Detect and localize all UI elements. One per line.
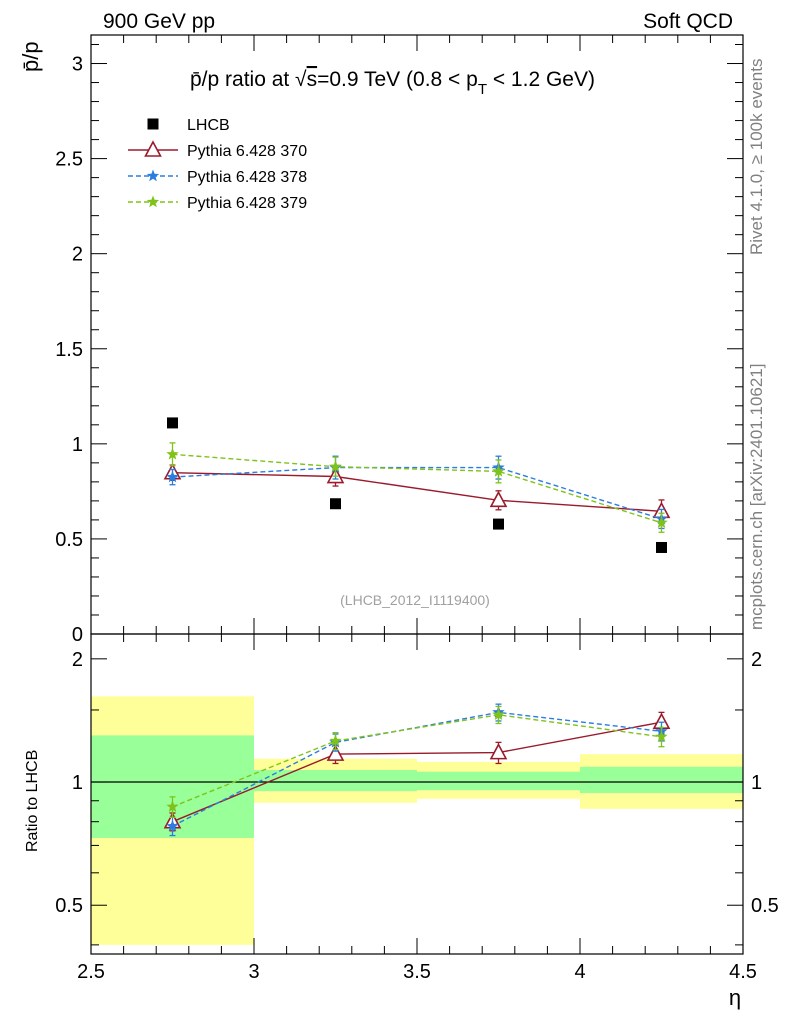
ratio-line-mc379 xyxy=(172,714,662,808)
main-line-mc378 xyxy=(172,466,662,520)
ratio-point-mc379 xyxy=(329,734,342,747)
ratio-point-mc379 xyxy=(655,730,668,742)
header-right: Soft QCD xyxy=(643,10,733,33)
ratio-ytick-label-right: 0.5 xyxy=(751,895,779,917)
legend-marker-data xyxy=(147,118,159,130)
chart-title: p̄/p ratio at √s=0.9 TeV (0.8 < pT < 1.2… xyxy=(190,68,595,98)
legend-label-mc378: Pythia 6.428 378 xyxy=(187,169,307,186)
ratio-point-mc370 xyxy=(489,742,508,760)
ratio-ytick-label-right: 1 xyxy=(751,772,762,794)
x-tick-label: 4.5 xyxy=(729,961,757,983)
main-ytick-label: 1 xyxy=(72,434,83,456)
main-ytick-label: 2 xyxy=(72,244,83,266)
ratio-point-mc379 xyxy=(166,800,179,812)
main-ytick-label: 0.5 xyxy=(55,529,83,551)
ratio-ytick-label: 2 xyxy=(72,649,83,671)
legend-marker-mc379 xyxy=(146,195,160,208)
x-tick-label: 3.5 xyxy=(403,961,431,983)
analysis-watermark: (LHCB_2012_I1119400) xyxy=(340,592,490,608)
main-point-mc378 xyxy=(166,470,179,483)
legend-label-mc379: Pythia 6.428 379 xyxy=(187,195,307,212)
ratio-band-inner xyxy=(580,766,743,794)
main-line-mc370 xyxy=(172,472,662,512)
header-left: 900 GeV pp xyxy=(103,10,215,33)
legend-marker-mc378 xyxy=(146,169,160,182)
main-point-mc379 xyxy=(166,447,179,460)
main-point-data xyxy=(330,498,341,510)
ratio-ytick-label-right: 2 xyxy=(751,649,762,671)
main-ytick-label: 0 xyxy=(72,624,83,646)
main-ytick-label: 1.5 xyxy=(55,339,83,361)
x-tick-label: 2.5 xyxy=(77,961,105,983)
main-ylabel: p̄/p xyxy=(18,41,43,72)
x-tick-label: 3 xyxy=(248,961,259,983)
x-axis-label: η xyxy=(729,985,741,1010)
main-point-mc379 xyxy=(329,460,342,472)
ratio-ytick-label: 1 xyxy=(72,772,83,794)
legend-marker-mc370 xyxy=(144,140,162,157)
main-panel: 0 0.5 1 1.5 2 2.5 3 p̄/p p̄/p ratio at √s=0.9 … xyxy=(18,34,744,646)
legend: LHCB Pythia 6.428 370 Pythia 6.428 378 Pyth… xyxy=(128,117,307,212)
ratio-panel: 0.5 0.5 1 1 2 2 2.5 3 3.5 4 4.5 Ratio to LHCB η xyxy=(24,633,779,1010)
ratio-ylabel: Ratio to LHCB xyxy=(24,750,41,852)
mcplots-label: mcplots.cern.ch [arXiv:2401.10621] xyxy=(747,364,766,630)
main-point-data xyxy=(656,541,667,553)
ratio-line-mc370 xyxy=(172,721,662,823)
x-tick-label: 4 xyxy=(574,961,585,983)
rivet-label: Rivet 4.1.0, ≥ 100k events xyxy=(747,59,766,255)
ratio-point-mc378 xyxy=(166,819,179,832)
ratio-point-mc370 xyxy=(326,744,345,761)
legend-label-data: LHCB xyxy=(187,117,230,134)
ratio-ytick-label: 0.5 xyxy=(55,895,83,917)
main-point-data xyxy=(167,417,178,429)
main-point-data xyxy=(493,518,504,530)
main-ytick-label: 3 xyxy=(72,54,83,76)
main-line-mc379 xyxy=(172,453,662,524)
main-point-mc379 xyxy=(492,464,505,477)
main-ytick-label: 2.5 xyxy=(55,149,83,171)
main-point-mc370 xyxy=(489,490,508,508)
main-point-mc379 xyxy=(655,516,668,528)
ratio-band-inner xyxy=(417,771,580,791)
legend-label-mc370: Pythia 6.428 370 xyxy=(187,143,307,160)
ratio-point-mc379 xyxy=(492,708,505,720)
ratio-band-inner xyxy=(254,770,417,792)
